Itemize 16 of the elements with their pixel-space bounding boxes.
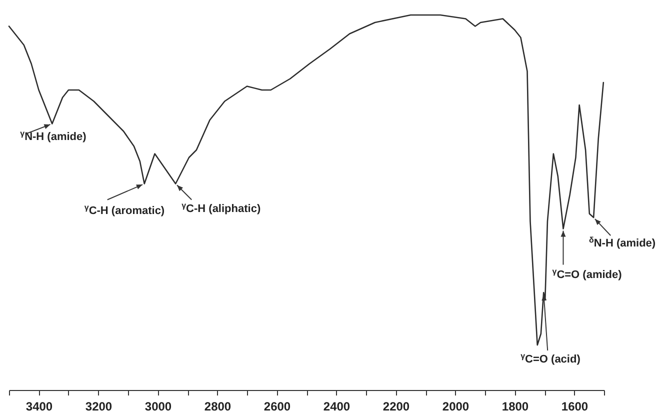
annotation: $^{γ}$C-H (aliphatic) bbox=[182, 200, 261, 215]
annotation: $^{γ}$N-H (amide) bbox=[20, 128, 87, 143]
x-tick-label: 2000 bbox=[442, 400, 470, 414]
x-tick-label: 2800 bbox=[204, 400, 232, 414]
x-tick-label: 1800 bbox=[502, 400, 529, 414]
x-tick-label: 1600 bbox=[561, 400, 588, 414]
annotation: $^{γ}$C-H (aromatic) bbox=[84, 202, 165, 217]
x-tick-label: 2600 bbox=[264, 400, 291, 414]
annotation: $^{γ}$C=O (acid) bbox=[520, 351, 581, 366]
x-tick-label: 2400 bbox=[323, 400, 350, 414]
x-tick-label: 2200 bbox=[382, 400, 410, 414]
annotation: $^{γ}$C=O (amide) bbox=[552, 266, 622, 281]
x-tick-label: 3000 bbox=[144, 400, 172, 414]
x-tick-label: 3400 bbox=[26, 400, 53, 414]
x-tick-label: 3200 bbox=[85, 400, 112, 414]
annotation: $^{δ}$N-H (amide) bbox=[588, 235, 656, 250]
